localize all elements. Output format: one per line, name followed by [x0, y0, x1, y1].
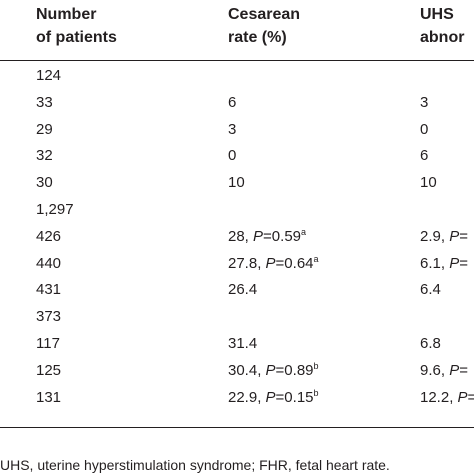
header-divider — [0, 60, 474, 61]
uhs-value: 3 — [420, 94, 429, 111]
cesarean-value: 10 — [228, 174, 245, 191]
cell-number-of-patients: 373 — [36, 308, 62, 325]
cell-uhs: 6 — [420, 147, 428, 165]
uhs-value: 2.9, — [420, 228, 450, 245]
uhs-value: 12.2, — [420, 389, 458, 406]
uhs-value: 6.4 — [420, 281, 441, 298]
cell-number-of-patients: 131 — [36, 389, 62, 406]
cell-cesarean-rate: 6 — [228, 94, 236, 112]
p-value: =0.89 — [275, 362, 314, 379]
cesarean-value: 26.4 — [228, 281, 258, 298]
p-label: P — [449, 228, 460, 245]
uhs-value: 6.8 — [420, 335, 441, 352]
uhs-value: 6.1, — [420, 255, 450, 272]
cell-uhs: 6.4 — [420, 281, 441, 299]
header-line: rate (%) — [228, 29, 287, 46]
cell-number-of-patients: 29 — [36, 121, 53, 138]
cell-number-of-patients: 431 — [36, 281, 62, 298]
footnote-marker: b — [313, 361, 319, 371]
cell-uhs: 2.9, P= — [420, 228, 468, 246]
uhs-value: 6 — [420, 147, 429, 164]
cesarean-value: 27.8, — [228, 255, 266, 272]
cell-cesarean-rate: 31.4 — [228, 335, 257, 353]
cell-number-of-patients: 30 — [36, 174, 53, 191]
cesarean-value: 6 — [228, 94, 237, 111]
p-value: = — [459, 255, 468, 272]
p-value: = — [459, 228, 468, 245]
cell-number-of-patients: 33 — [36, 94, 53, 111]
cell-cesarean-rate: 27.8, P=0.64a — [228, 255, 319, 273]
header-uhs: UHS abnor — [420, 3, 464, 49]
footnote-marker: b — [313, 388, 319, 398]
header-line: Number — [36, 6, 97, 23]
p-value: = — [459, 362, 468, 379]
footnote-marker: a — [301, 227, 307, 237]
cell-cesarean-rate: 30.4, P=0.89b — [228, 362, 319, 380]
cell-number-of-patients: 124 — [36, 67, 62, 84]
cell-cesarean-rate: 28, P=0.59a — [228, 228, 306, 246]
cell-uhs: 10 — [420, 174, 437, 192]
cell-number-of-patients: 125 — [36, 362, 62, 379]
header-line: UHS — [420, 6, 454, 23]
uhs-value: 10 — [420, 174, 437, 191]
cesarean-value: 31.4 — [228, 335, 258, 352]
cesarean-value: 30.4, — [228, 362, 266, 379]
header-line: abnor — [420, 29, 465, 46]
cesarean-value: 28, — [228, 228, 254, 245]
cell-uhs: 3 — [420, 94, 428, 112]
table-bottom-rule — [0, 427, 474, 428]
header-cesarean-rate: Cesarean rate (%) — [228, 3, 300, 49]
p-label: P — [449, 255, 460, 272]
cell-cesarean-rate: 22.9, P=0.15b — [228, 389, 319, 407]
p-label: P — [265, 255, 276, 272]
cell-number-of-patients: 1,297 — [36, 201, 74, 218]
p-label: P — [457, 389, 468, 406]
table-footnote: UHS, uterine hyperstimulation syndrome; … — [0, 457, 390, 473]
cell-cesarean-rate: 26.4 — [228, 281, 257, 299]
cell-number-of-patients: 426 — [36, 228, 62, 245]
cell-uhs: 12.2, P= — [420, 389, 474, 407]
p-value: = — [467, 389, 474, 406]
cesarean-value: 3 — [228, 121, 237, 138]
cell-uhs: 6.8 — [420, 335, 441, 353]
p-label: P — [265, 389, 276, 406]
uhs-value: 9.6, — [420, 362, 450, 379]
p-label: P — [449, 362, 460, 379]
p-label: P — [253, 228, 264, 245]
p-value: =0.59 — [263, 228, 302, 245]
cell-uhs: 0 — [420, 121, 428, 139]
cell-uhs: 6.1, P= — [420, 255, 468, 273]
uhs-value: 0 — [420, 121, 429, 138]
p-value: =0.15 — [275, 389, 314, 406]
cell-cesarean-rate: 0 — [228, 147, 236, 165]
cesarean-value: 22.9, — [228, 389, 266, 406]
cell-cesarean-rate: 10 — [228, 174, 245, 192]
p-value: =0.64 — [275, 255, 314, 272]
header-number-of-patients: Number of patients — [36, 3, 117, 49]
cell-cesarean-rate: 3 — [228, 121, 236, 139]
cell-number-of-patients: 440 — [36, 255, 62, 272]
cell-uhs: 9.6, P= — [420, 362, 468, 380]
cell-number-of-patients: 32 — [36, 147, 53, 164]
cesarean-value: 0 — [228, 147, 237, 164]
header-line: of patients — [36, 29, 117, 46]
header-line: Cesarean — [228, 6, 301, 23]
cell-number-of-patients: 117 — [36, 335, 60, 352]
footnote-marker: a — [313, 254, 319, 264]
p-label: P — [265, 362, 276, 379]
